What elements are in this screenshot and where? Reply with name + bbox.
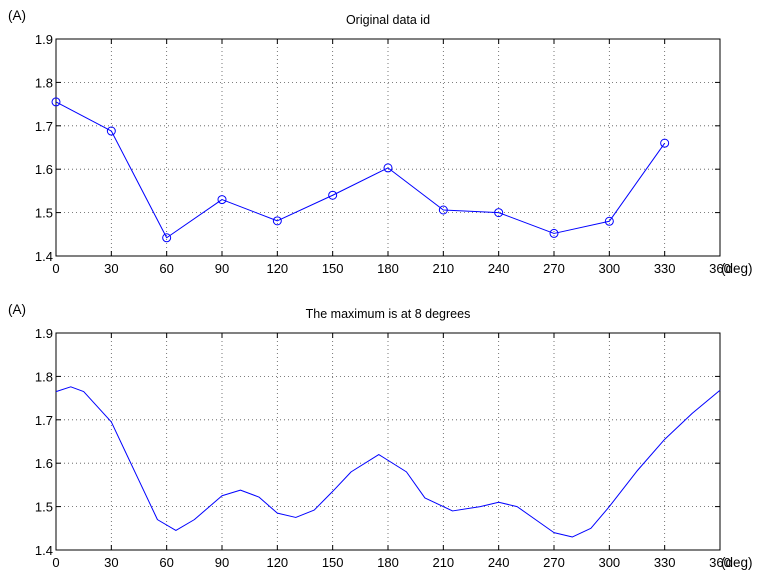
x-tick-label: 150	[322, 261, 344, 276]
data-point-marker	[51, 97, 61, 107]
y-tick-label: 1.8	[35, 75, 53, 90]
data-point-marker	[328, 190, 338, 200]
x-tick-label: 270	[543, 555, 565, 570]
top-plot-panel: Original data id (A) (deg) 0 30 60 90 120 150…	[8, 8, 753, 276]
x-tick-label: 180	[377, 555, 399, 570]
y-tick-label: 1.7	[35, 413, 53, 428]
bottom-plot-ylabel: (A)	[8, 302, 26, 317]
x-tick-label: 0	[52, 555, 59, 570]
x-tick-label: 120	[266, 261, 288, 276]
y-tick-label: 1.8	[35, 369, 53, 384]
data-point-marker	[162, 233, 172, 243]
x-tick-label: 30	[104, 555, 118, 570]
x-tick-label: 270	[543, 261, 565, 276]
data-point-marker	[660, 138, 670, 148]
x-tick-label: 300	[598, 261, 620, 276]
bottom-plot-panel: The maximum is at 8 degrees (A) (deg) 0 3…	[8, 302, 753, 570]
y-tick-label: 1.9	[35, 32, 53, 47]
data-point-marker	[217, 195, 227, 205]
data-point-marker	[604, 216, 614, 226]
y-tick-label: 1.4	[35, 249, 53, 264]
x-tick-label: 240	[488, 555, 510, 570]
x-tick-label: 90	[215, 261, 229, 276]
top-plot-title: Original data id	[346, 13, 430, 27]
y-tick-label: 1.4	[35, 543, 53, 558]
x-tick-label: 210	[432, 555, 454, 570]
x-tick-label: 90	[215, 555, 229, 570]
x-tick-label: 60	[159, 555, 173, 570]
data-point-marker	[494, 208, 504, 218]
x-tick-label: 360	[709, 261, 731, 276]
y-tick-label: 1.6	[35, 162, 53, 177]
x-tick-label: 30	[104, 261, 118, 276]
x-tick-label: 210	[432, 261, 454, 276]
x-tick-label: 0	[52, 261, 59, 276]
x-tick-label: 180	[377, 261, 399, 276]
x-tick-label: 240	[488, 261, 510, 276]
x-tick-label: 300	[598, 555, 620, 570]
bottom-plot-xlabel: (deg)	[721, 555, 753, 570]
data-point-marker	[106, 126, 116, 136]
top-series-line	[55, 101, 666, 239]
top-plot-xlabel: (deg)	[721, 261, 753, 276]
y-tick-label: 1.6	[35, 456, 53, 471]
data-point-marker	[272, 216, 282, 226]
x-tick-label: 330	[654, 261, 676, 276]
x-tick-label: 60	[159, 261, 173, 276]
y-tick-label: 1.5	[35, 206, 53, 221]
bottom-plot-title: The maximum is at 8 degrees	[306, 307, 471, 321]
top-plot-grid	[56, 39, 720, 256]
y-tick-label: 1.9	[35, 326, 53, 341]
top-plot-ylabel: (A)	[8, 8, 26, 23]
x-tick-label: 330	[654, 555, 676, 570]
y-tick-label: 1.7	[35, 119, 53, 134]
data-point-marker	[383, 163, 393, 173]
bottom-plot-grid	[56, 333, 720, 550]
bottom-series-line	[55, 386, 721, 538]
y-tick-label: 1.5	[35, 500, 53, 515]
data-point-marker	[438, 205, 448, 215]
data-point-marker	[549, 228, 559, 238]
x-tick-label: 150	[322, 555, 344, 570]
x-tick-label: 120	[266, 555, 288, 570]
x-tick-label: 360	[709, 555, 731, 570]
